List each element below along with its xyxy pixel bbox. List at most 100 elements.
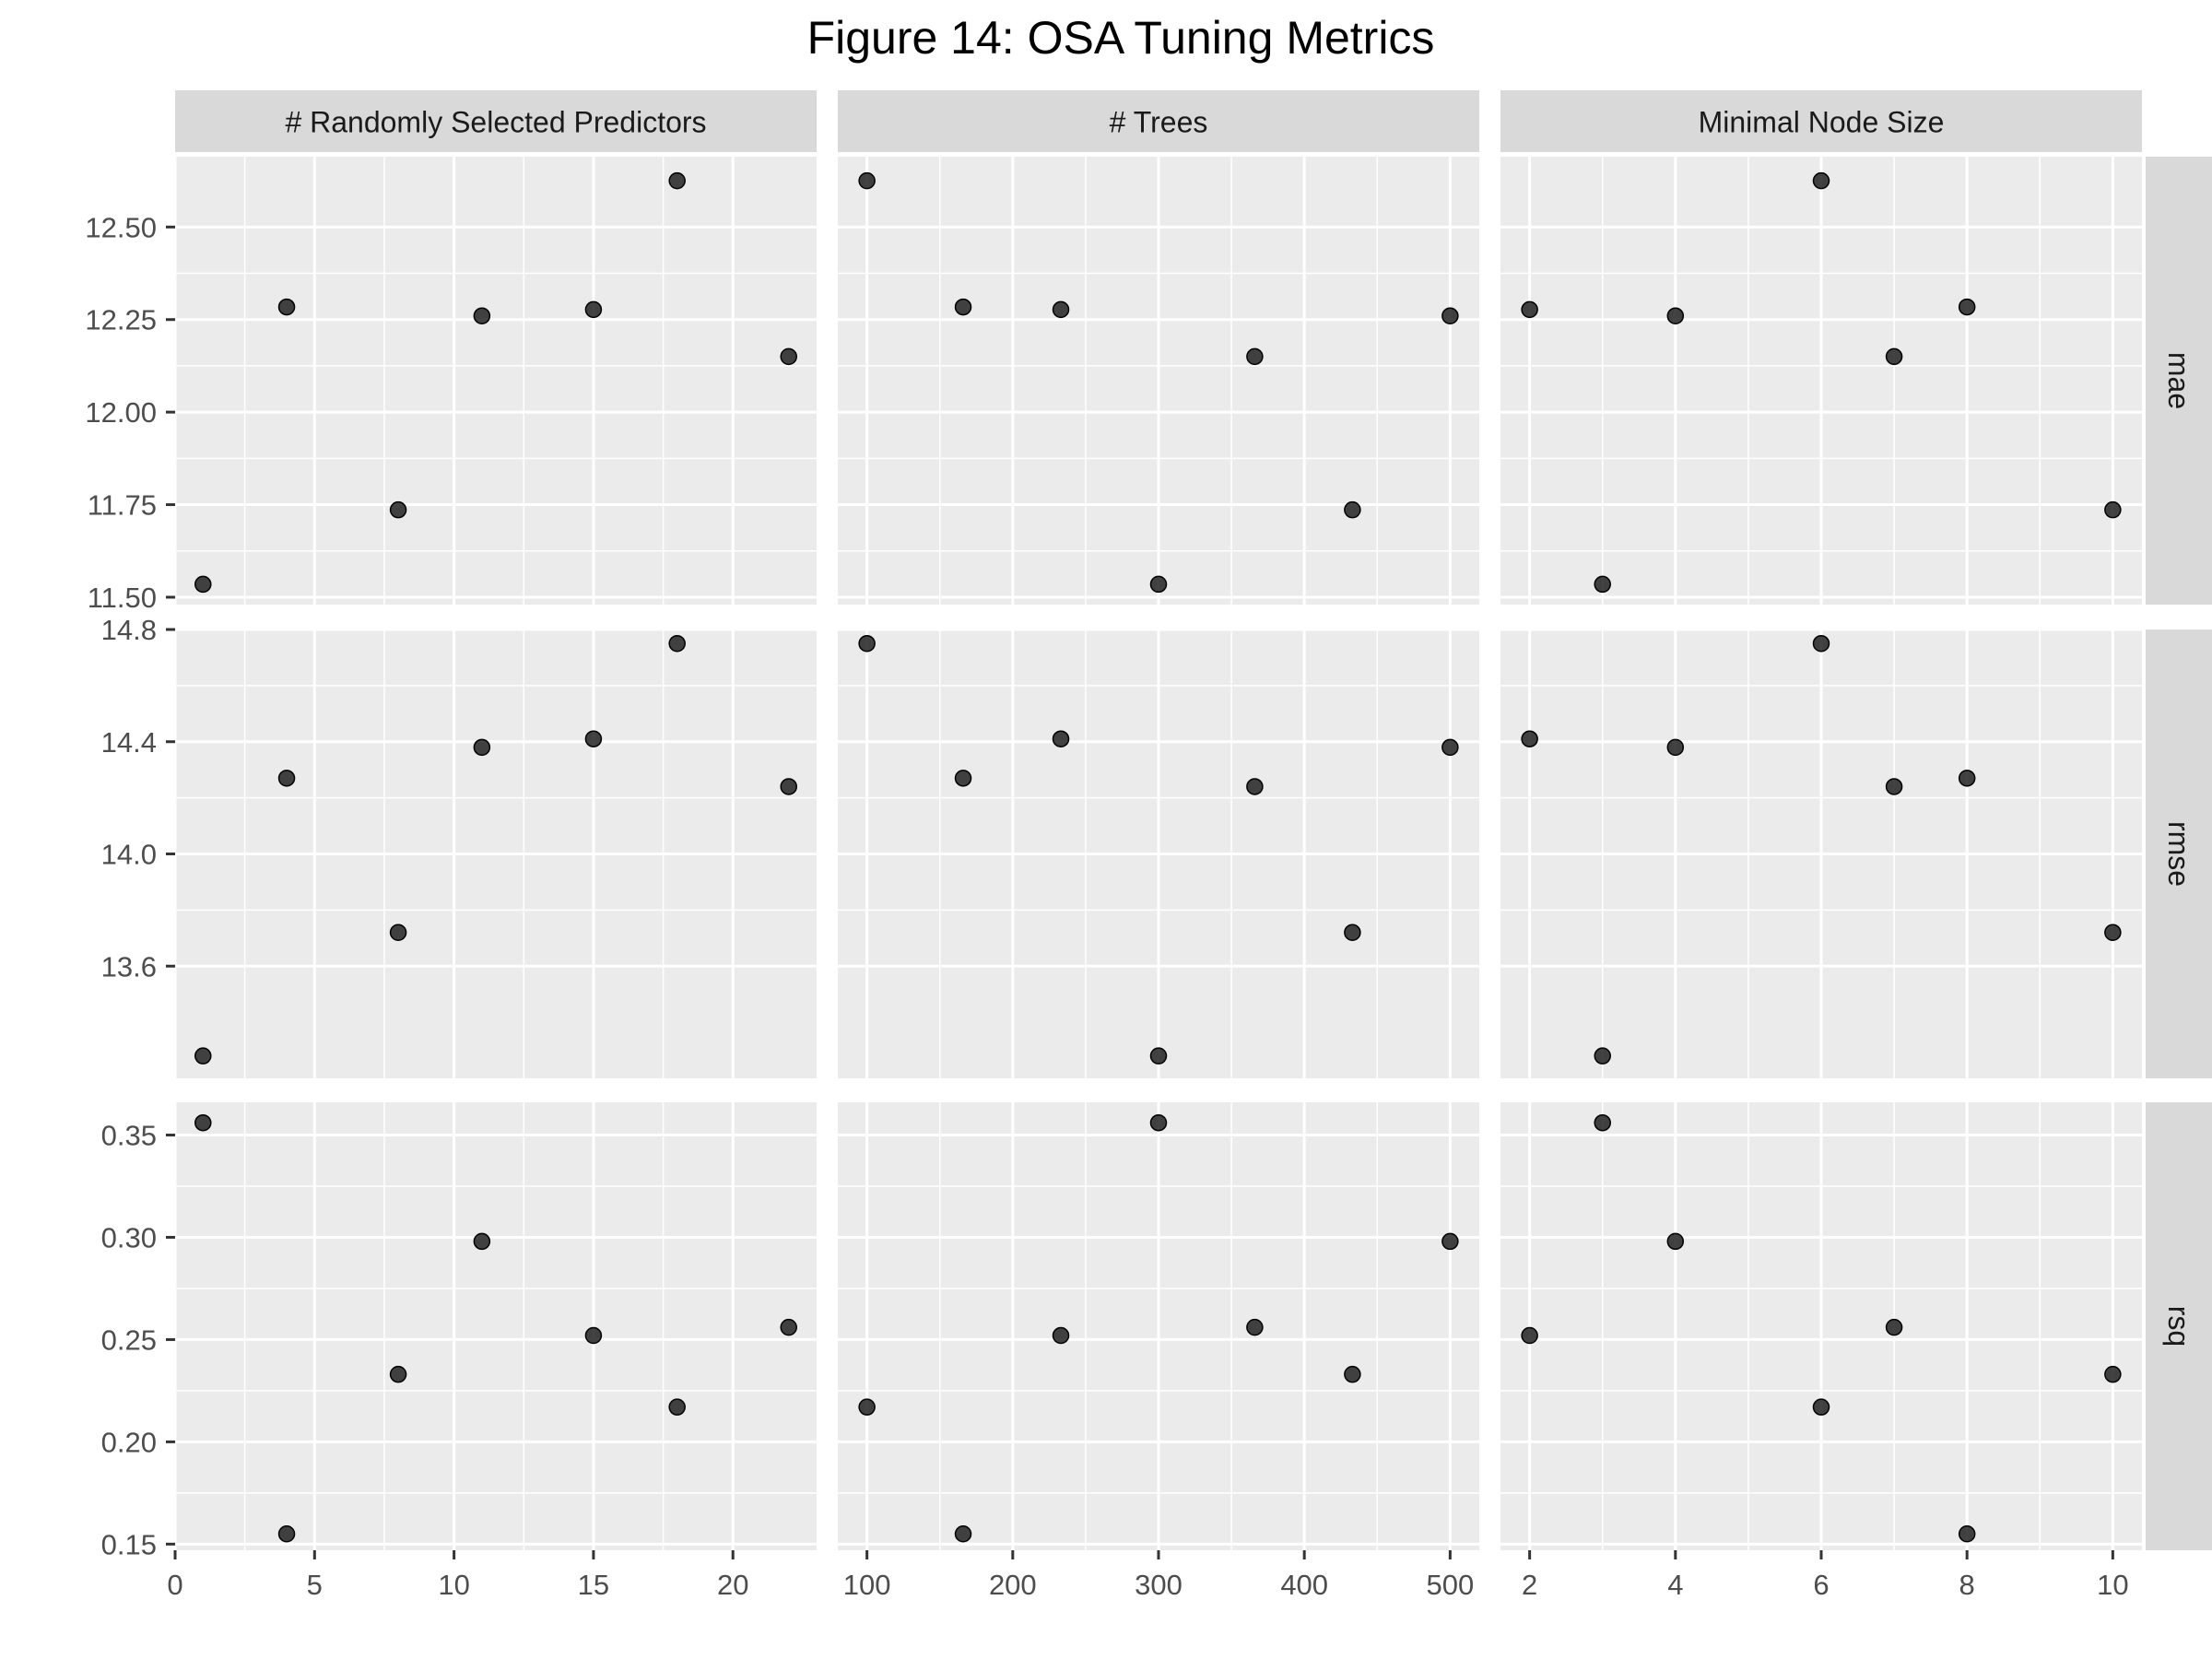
panel-background [175,1102,817,1550]
data-point [1344,500,1361,519]
data-point [1812,1398,1830,1416]
data-point [1958,770,1976,787]
data-point [858,171,876,190]
data-point [1666,738,1685,757]
data-point [1441,307,1459,324]
data-point [1246,1318,1264,1336]
data-point [1246,347,1264,366]
row-strip [2146,157,2212,605]
x-tick-label: 100 [843,1569,891,1601]
data-point [668,1398,686,1416]
y-tick-label: 0.25 [101,1324,157,1356]
x-tick-label: 10 [2097,1569,2128,1601]
data-point [668,634,686,653]
data-point [668,171,686,190]
x-tick-label: 8 [1959,1569,1975,1601]
data-point [1594,1047,1611,1065]
x-tick-label: 10 [438,1569,469,1601]
data-point [1149,1047,1168,1065]
data-point [954,770,972,787]
data-point [1246,778,1264,795]
x-tick-label: 200 [989,1569,1037,1601]
column-strip-label: # Trees [1110,106,1208,139]
column-strip [1500,90,2142,152]
data-point [1594,1113,1611,1132]
y-tick-label: 12.50 [85,211,157,243]
data-point [1052,730,1070,747]
data-point [584,300,603,319]
data-point [473,307,491,324]
data-point [1885,778,1903,795]
x-tick-label: 0 [167,1569,182,1601]
y-tick-label: 14.0 [101,839,157,871]
data-point [277,1524,296,1543]
data-point [1441,1232,1459,1251]
data-point [954,1524,972,1543]
data-point [1666,1232,1685,1251]
x-tick-label: 15 [578,1569,609,1601]
chart-title: Figure 14: OSA Tuning Metrics [807,12,1435,64]
data-point [2104,500,2122,519]
data-point [1521,300,1538,319]
y-tick-label: 14.8 [101,614,157,646]
y-tick-label: 0.35 [101,1120,157,1152]
data-point [1958,1524,1976,1543]
data-point [389,924,407,941]
data-point [473,738,491,757]
data-point [1812,634,1830,653]
y-tick-label: 0.30 [101,1221,157,1253]
x-tick-label: 2 [1522,1569,1537,1601]
y-tick-label: 13.6 [101,950,157,982]
data-point [1521,730,1538,747]
data-point [584,730,603,747]
y-tick-label: 11.75 [88,489,157,522]
data-point [277,298,296,316]
panel-background [175,157,817,605]
data-point [1149,1113,1168,1132]
data-point [1052,1326,1070,1345]
y-tick-label: 11.50 [88,582,157,614]
data-point [1885,1318,1903,1336]
x-tick-label: 400 [1280,1569,1328,1601]
data-point [1344,924,1361,941]
row-strip [2146,629,2212,1078]
data-point [2104,924,2122,941]
column-strip-label: # Randomly Selected Predictors [285,106,706,139]
data-point [1441,738,1459,757]
data-point [1885,347,1903,366]
x-tick-label: 500 [1426,1569,1474,1601]
data-point [1812,171,1830,190]
column-strip [838,90,1479,152]
column-strip-label: Minimal Node Size [1699,106,1945,139]
data-point [1666,307,1685,324]
data-point [780,347,797,366]
data-point [1149,575,1168,594]
x-tick-label: 4 [1667,1569,1683,1601]
data-point [473,1232,491,1251]
data-point [858,634,876,653]
data-point [1521,1326,1538,1345]
data-point [1958,298,1976,316]
data-point [194,1047,212,1065]
row-strip-label: mae [2162,352,2195,409]
column-strip [175,90,817,152]
data-point [389,500,407,519]
y-tick-label: 0.15 [101,1528,157,1560]
data-point [1344,1365,1361,1383]
data-point [584,1326,603,1345]
x-tick-label: 20 [717,1569,748,1601]
data-point [389,1365,407,1383]
data-point [780,1318,797,1336]
x-tick-label: 6 [1813,1569,1829,1601]
data-point [858,1398,876,1416]
row-strip-label: rsq [2162,1306,2195,1347]
y-tick-label: 12.25 [85,304,157,336]
data-point [277,770,296,787]
x-tick-label: 5 [307,1569,323,1601]
y-tick-label: 0.20 [101,1426,157,1458]
y-tick-label: 12.00 [85,396,157,429]
y-tick-label: 14.4 [101,726,157,759]
data-point [194,575,212,594]
x-tick-label: 300 [1135,1569,1182,1601]
